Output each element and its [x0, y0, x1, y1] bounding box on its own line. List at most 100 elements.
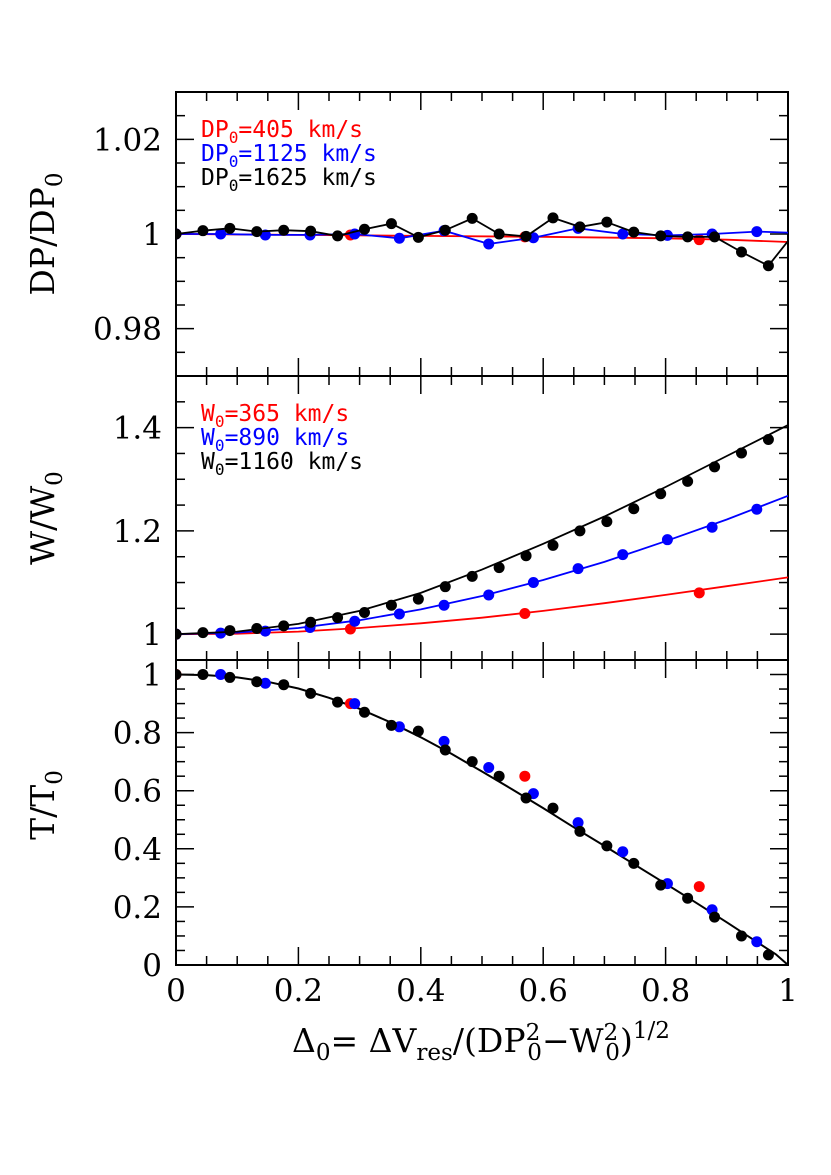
data-point	[385, 719, 397, 731]
data-point	[693, 587, 705, 599]
y-tick-label: 0.98	[93, 312, 162, 348]
x-tick-label: 1	[778, 973, 798, 1009]
data-point	[762, 949, 774, 961]
y-tick-label: 0.8	[113, 716, 162, 752]
data-point	[572, 563, 584, 575]
panel-2-ylabel: W/W0	[23, 471, 68, 565]
data-point	[693, 234, 705, 246]
x-tick-label: 0.6	[519, 973, 568, 1009]
data-point	[224, 222, 236, 234]
x-tick-label: 0.2	[274, 973, 323, 1009]
data-point	[176, 228, 182, 240]
data-point	[438, 599, 450, 611]
y-tick-label: 1.2	[113, 514, 162, 550]
legend-entry: W0=1160 km/s	[201, 449, 363, 479]
x-tick-label: 0.4	[396, 973, 445, 1009]
data-point	[527, 577, 539, 589]
data-point	[385, 599, 397, 611]
series-line	[176, 494, 788, 636]
data-point	[349, 615, 361, 627]
data-point	[628, 857, 640, 869]
data-point	[251, 226, 263, 238]
x-tick-label: 0.8	[641, 973, 690, 1009]
data-point	[762, 434, 774, 446]
data-point	[385, 218, 397, 230]
panel-3-ylabel: T/T0	[23, 770, 68, 840]
x-axis-title: Δ0= ΔVres/(DP2 0−W2 0)1/2	[292, 1018, 670, 1066]
data-point	[439, 744, 451, 756]
data-point	[466, 756, 478, 768]
legend-entry: W0=365 km/s	[201, 401, 349, 431]
plot-area	[176, 669, 788, 965]
y-tick-label: 1	[142, 658, 162, 694]
data-point	[617, 846, 629, 858]
data-point	[224, 671, 236, 683]
data-point	[215, 669, 227, 681]
data-point	[547, 802, 559, 814]
data-point	[332, 230, 344, 242]
data-point	[483, 589, 495, 601]
data-point	[682, 231, 694, 243]
data-point	[751, 936, 763, 948]
data-point	[655, 230, 667, 242]
data-point	[574, 825, 586, 837]
data-point	[466, 212, 478, 224]
data-point	[574, 221, 586, 233]
y-tick-label: 0.6	[113, 774, 162, 810]
data-point	[197, 669, 209, 681]
data-point	[601, 216, 613, 228]
model-curve	[176, 673, 788, 965]
x-tick-label: 0	[166, 973, 186, 1009]
data-point	[709, 911, 721, 923]
data-point	[358, 606, 370, 618]
data-point	[762, 260, 774, 272]
data-point	[682, 892, 694, 904]
data-point	[393, 608, 405, 620]
data-point	[709, 461, 721, 473]
data-point	[439, 581, 451, 593]
data-point	[358, 706, 370, 718]
data-point	[628, 503, 640, 515]
data-point	[520, 792, 532, 804]
data-point	[305, 616, 317, 628]
data-point	[547, 539, 559, 551]
data-point	[601, 840, 613, 852]
data-point	[412, 231, 424, 243]
data-point	[176, 628, 182, 640]
panel-2: 1 1.2 1.4 W0=365 km/sW0=890 km/sW0=1160 km/…	[113, 375, 789, 661]
data-point	[278, 620, 290, 632]
data-point	[693, 881, 705, 893]
data-point	[735, 447, 747, 459]
plot-area	[176, 424, 788, 640]
data-point	[259, 677, 271, 689]
data-point	[176, 669, 182, 681]
data-point	[412, 593, 424, 605]
y-tick-label: 0	[142, 948, 162, 984]
data-point	[706, 521, 718, 533]
panel-frame	[175, 659, 789, 966]
data-point	[251, 676, 263, 688]
y-tick-label: 0.4	[113, 832, 162, 868]
data-point	[655, 488, 667, 500]
data-point	[519, 770, 531, 782]
data-point	[682, 475, 694, 487]
data-point	[332, 696, 344, 708]
data-point	[215, 228, 227, 240]
data-point	[661, 534, 673, 546]
data-point	[197, 225, 209, 237]
data-point	[305, 687, 317, 699]
data-point	[358, 223, 370, 235]
data-point	[655, 879, 667, 891]
data-point	[483, 238, 495, 250]
legend-entry: DP0=1625 km/s	[201, 165, 377, 195]
data-point	[483, 761, 495, 773]
plot-area	[176, 212, 788, 272]
data-point	[439, 224, 451, 236]
data-point	[412, 725, 424, 737]
data-point	[197, 627, 209, 639]
legend-entry: DP0=1125 km/s	[201, 141, 377, 171]
panel-1-ylabel: DP/DP0	[23, 172, 68, 295]
data-point	[751, 503, 763, 515]
